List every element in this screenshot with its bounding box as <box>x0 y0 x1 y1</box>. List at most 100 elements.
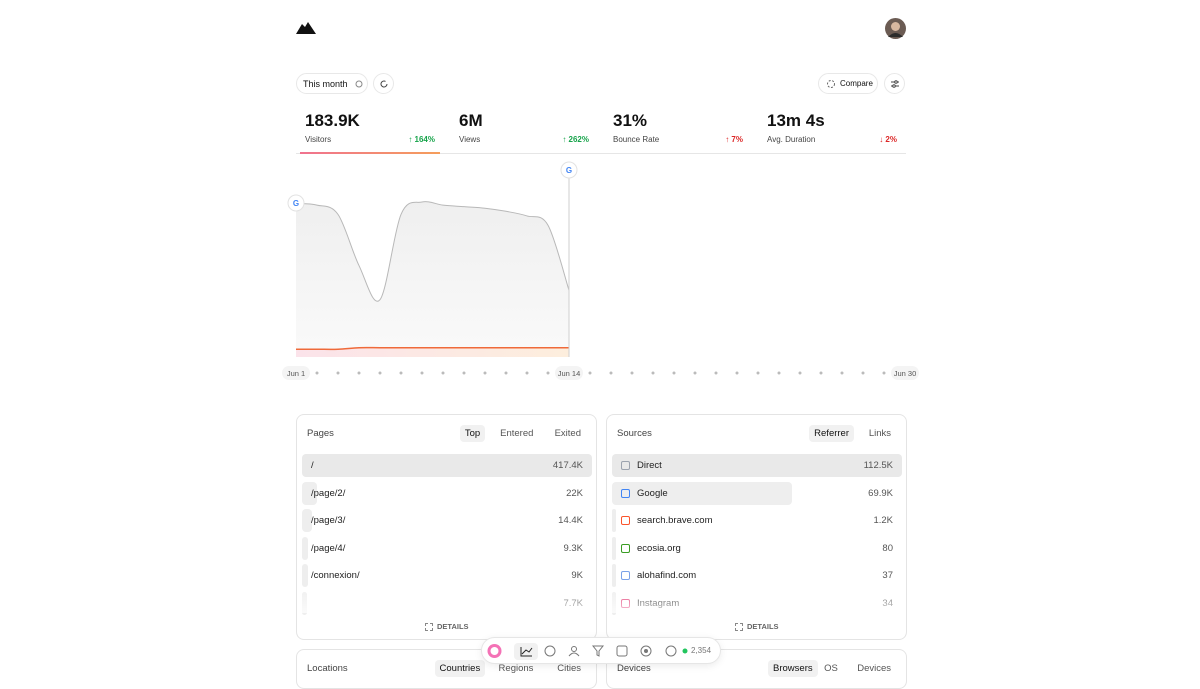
day-dot <box>441 371 445 375</box>
panel: Pages Exited Entered Top/417.4K/page/2/22K /… <box>296 414 597 640</box>
stat-card[interactable]: 31% Bounce Rate ↑ 7% <box>608 106 748 153</box>
x-label-bg <box>555 366 583 380</box>
list-row[interactable]: ecosia.org 80 <box>607 536 906 560</box>
list-row[interactable]: alohafind.com 37 <box>607 564 906 587</box>
tab[interactable]: Entered <box>500 428 534 439</box>
row-value: 9K <box>571 570 583 581</box>
row-value: 417.4K <box>552 460 583 471</box>
day-dot <box>588 371 592 375</box>
settings-icon <box>890 79 899 88</box>
details-button[interactable]: DETAILS <box>735 622 779 631</box>
stat-change: ↓ 2% <box>879 135 897 144</box>
stat-card[interactable]: 13m 4s Avg. Duration ↓ 2% <box>762 106 902 153</box>
compare-button[interactable]: Compare <box>818 73 878 94</box>
list-row[interactable]: search.brave.com 1.2K <box>607 509 906 532</box>
row-value: 1.2K <box>873 515 893 526</box>
filter-tab[interactable] <box>591 645 605 657</box>
chart-tab[interactable] <box>514 643 538 660</box>
day-dot <box>525 371 529 375</box>
list-row[interactable]: Direct 112.5K <box>607 454 906 477</box>
details-label: DETAILS <box>437 622 469 631</box>
list-row[interactable]: /page/3/14.4K <box>297 509 596 532</box>
details-icon <box>425 622 433 631</box>
row-label: /connexion/ <box>311 570 360 581</box>
stat-label: Visitors <box>305 135 332 144</box>
tab[interactable]: Devices <box>857 663 891 674</box>
annotation-marker[interactable] <box>287 194 305 212</box>
row-label: /page/4/ <box>311 542 346 554</box>
x-tick-label: Jun 30 <box>894 369 917 378</box>
page: {"header": {"period": "This month", "com… <box>282 18 919 689</box>
list-row[interactable]: / 417.4K <box>297 454 596 477</box>
stat-label: Views <box>459 135 481 144</box>
value-bar <box>302 564 309 587</box>
users-tab[interactable] <box>571 646 577 652</box>
day-dot <box>336 371 340 375</box>
speed-tab[interactable] <box>665 645 677 657</box>
day-dot <box>693 371 697 375</box>
row-value: 14.4K <box>558 515 583 526</box>
tab[interactable]: Countries <box>434 660 486 677</box>
day-dot <box>357 371 361 375</box>
tab[interactable]: Regions <box>498 663 534 674</box>
row-label: alohafind.com <box>637 570 697 581</box>
refresh-button[interactable] <box>373 73 394 94</box>
day-dot <box>735 371 739 375</box>
day-dot <box>462 371 466 375</box>
value-bar <box>612 564 616 587</box>
panel: Sources Links Referrer Direct 112.5K Google 69… <box>606 414 907 640</box>
logo[interactable] <box>296 21 316 35</box>
list-row[interactable]: /page/4/9.3K <box>297 536 596 560</box>
tab[interactable]: Links <box>868 428 891 439</box>
tab[interactable]: Cities <box>557 663 581 674</box>
stat-label: Avg. Duration <box>767 135 816 144</box>
tab[interactable]: Referrer <box>809 425 854 442</box>
settings-button[interactable] <box>884 73 905 94</box>
x-tick-label: Jun 1 <box>287 369 305 378</box>
list-row[interactable]: /page/2/22K <box>297 481 596 505</box>
source-icon <box>621 488 630 498</box>
goals-tab[interactable] <box>640 645 652 657</box>
row-value: 69.9K <box>868 487 893 499</box>
annotation-marker[interactable] <box>560 161 578 179</box>
value-bar <box>612 536 616 560</box>
period-select[interactable]: This month <box>296 73 368 94</box>
day-dot <box>546 371 550 375</box>
value-bar <box>302 481 318 505</box>
avatar[interactable] <box>885 18 906 39</box>
day-dot <box>630 371 634 375</box>
stat-card[interactable]: 183.9K Visitors ↑ 164% <box>300 106 440 154</box>
row-label: Google <box>637 487 668 499</box>
value-bar <box>612 509 616 532</box>
tab[interactable]: OS <box>824 663 838 674</box>
annotation-icon: G <box>566 166 572 175</box>
compare-icon <box>827 79 835 88</box>
realtime-tab[interactable] <box>544 645 556 657</box>
stat-change: ↑ 164% <box>408 135 435 144</box>
day-dot <box>609 371 613 375</box>
x-label-bg <box>891 366 919 380</box>
area-fill <box>296 347 569 357</box>
day-dot <box>420 371 424 375</box>
live-dot <box>682 648 688 654</box>
active-underline <box>300 152 440 154</box>
tab[interactable]: Exited <box>554 428 581 439</box>
events-tab[interactable] <box>616 645 628 657</box>
stat-value: 31% <box>613 111 648 130</box>
row-label: ecosia.org <box>637 542 681 554</box>
row-value: 37 <box>882 570 893 581</box>
x-label-bg <box>282 366 310 380</box>
stat-card[interactable]: 6M Views ↑ 262% <box>454 106 594 153</box>
area-line <box>296 346 570 351</box>
select-icon <box>355 80 363 87</box>
details-label: DETAILS <box>747 622 779 631</box>
details-button[interactable]: DETAILS <box>425 622 469 631</box>
row-label: search.brave.com <box>637 515 713 526</box>
tab[interactable]: Top <box>459 425 486 442</box>
day-dot <box>798 371 802 375</box>
list-row[interactable]: Google 69.9K <box>607 481 906 505</box>
panel-title: Sources <box>617 428 652 439</box>
tab[interactable]: Browsers <box>768 660 818 677</box>
list-row[interactable]: /connexion/9K <box>297 564 596 587</box>
page-body: This month Compare 183.9K Visitors ↑ 164% 6… <box>282 18 919 689</box>
